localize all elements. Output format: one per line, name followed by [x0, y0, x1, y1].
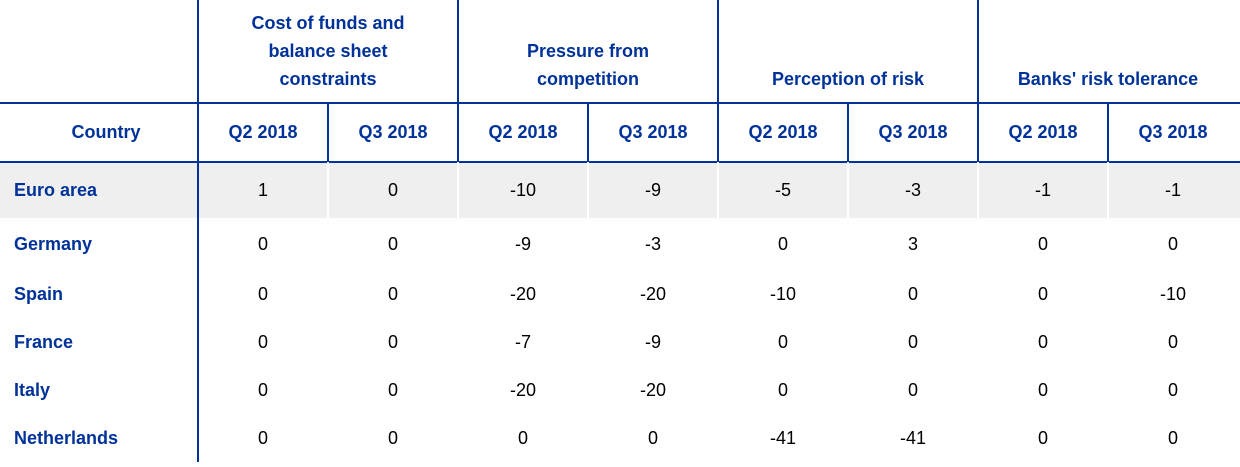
value-cell: 0	[1167, 331, 1178, 352]
value-cell: 0	[387, 283, 398, 304]
value-cell: -1	[1034, 179, 1051, 200]
value-cell: 0	[907, 331, 918, 352]
value-cell: 0	[387, 427, 398, 448]
value-cell: 3	[907, 233, 918, 254]
cell-divider	[977, 162, 979, 218]
value-cell: 0	[257, 427, 268, 448]
group-header: Perception of risk	[771, 69, 925, 89]
value-cell: -41	[769, 427, 796, 448]
country-label: Italy	[14, 379, 51, 400]
group-divider	[717, 0, 719, 162]
value-cell: -10	[1159, 283, 1186, 304]
value-cell: -9	[644, 179, 661, 200]
country-label: Germany	[14, 233, 93, 254]
value-cell: -3	[644, 233, 661, 254]
value-cell: 0	[1037, 427, 1048, 448]
cell-divider	[717, 162, 719, 218]
value-cell: 0	[517, 427, 528, 448]
group-header: Pressure from competition	[526, 41, 650, 89]
cell-divider	[847, 162, 849, 218]
sub-header: Q3 2018	[358, 122, 428, 142]
sub-header: Q3 2018	[1138, 122, 1208, 142]
sub-header: Q2 2018	[228, 122, 298, 142]
sub-divider	[847, 103, 849, 162]
value-cell: -10	[509, 179, 536, 200]
sub-divider	[1107, 103, 1109, 162]
value-cell: 0	[387, 179, 398, 200]
cell-divider	[457, 162, 459, 218]
value-cell: 0	[907, 379, 918, 400]
value-cell: -20	[639, 379, 666, 400]
value-cell: 0	[387, 233, 398, 254]
sub-divider	[327, 103, 329, 162]
country-label: Netherlands	[14, 427, 119, 448]
value-cell: 0	[257, 379, 268, 400]
value-cell: -20	[509, 283, 536, 304]
value-cell: 0	[1167, 379, 1178, 400]
value-cell: 0	[777, 379, 788, 400]
value-cell: 0	[1037, 233, 1048, 254]
value-cell: 0	[907, 283, 918, 304]
value-cell: 0	[1037, 331, 1048, 352]
value-cell: -20	[639, 283, 666, 304]
sub-header: Q2 2018	[488, 122, 558, 142]
value-cell: 0	[257, 331, 268, 352]
value-cell: -20	[509, 379, 536, 400]
header-rule	[0, 161, 1240, 163]
sub-header: Q2 2018	[748, 122, 818, 142]
cell-divider	[327, 162, 329, 218]
cell-divider	[587, 162, 589, 218]
value-cell: 0	[387, 379, 398, 400]
sub-header: Q3 2018	[618, 122, 688, 142]
value-cell: 0	[1167, 233, 1178, 254]
group-header: Banks' risk tolerance	[1017, 69, 1199, 89]
value-cell: -9	[644, 331, 661, 352]
header-rule	[0, 102, 1240, 104]
country-label: Euro area	[14, 179, 98, 200]
value-cell: 0	[1037, 379, 1048, 400]
value-cell: 0	[1167, 427, 1178, 448]
value-cell: -1	[1164, 179, 1181, 200]
corner-header: Country	[71, 122, 141, 142]
sub-header: Q3 2018	[878, 122, 948, 142]
sub-divider	[587, 103, 589, 162]
value-cell: -41	[899, 427, 926, 448]
row-shade	[0, 162, 1240, 218]
group-divider	[197, 162, 199, 462]
cell-divider	[1107, 162, 1109, 218]
group-divider	[197, 0, 199, 162]
value-cell: 0	[1037, 283, 1048, 304]
value-cell: 0	[777, 331, 788, 352]
value-cell: -9	[514, 233, 531, 254]
value-cell: 0	[777, 233, 788, 254]
group-header: Cost of funds and balance sheet constrai…	[251, 13, 405, 89]
value-cell: 0	[257, 233, 268, 254]
country-label: Spain	[14, 283, 64, 304]
group-divider	[977, 0, 979, 162]
value-cell: -7	[514, 331, 531, 352]
group-divider	[457, 0, 459, 162]
value-cell: -10	[769, 283, 796, 304]
value-cell: 0	[647, 427, 658, 448]
value-cell: 0	[257, 283, 268, 304]
value-cell: -5	[774, 179, 791, 200]
country-label: France	[14, 331, 74, 352]
sub-header: Q2 2018	[1008, 122, 1078, 142]
value-cell: -3	[904, 179, 921, 200]
value-cell: 0	[387, 331, 398, 352]
value-cell: 1	[257, 179, 268, 200]
